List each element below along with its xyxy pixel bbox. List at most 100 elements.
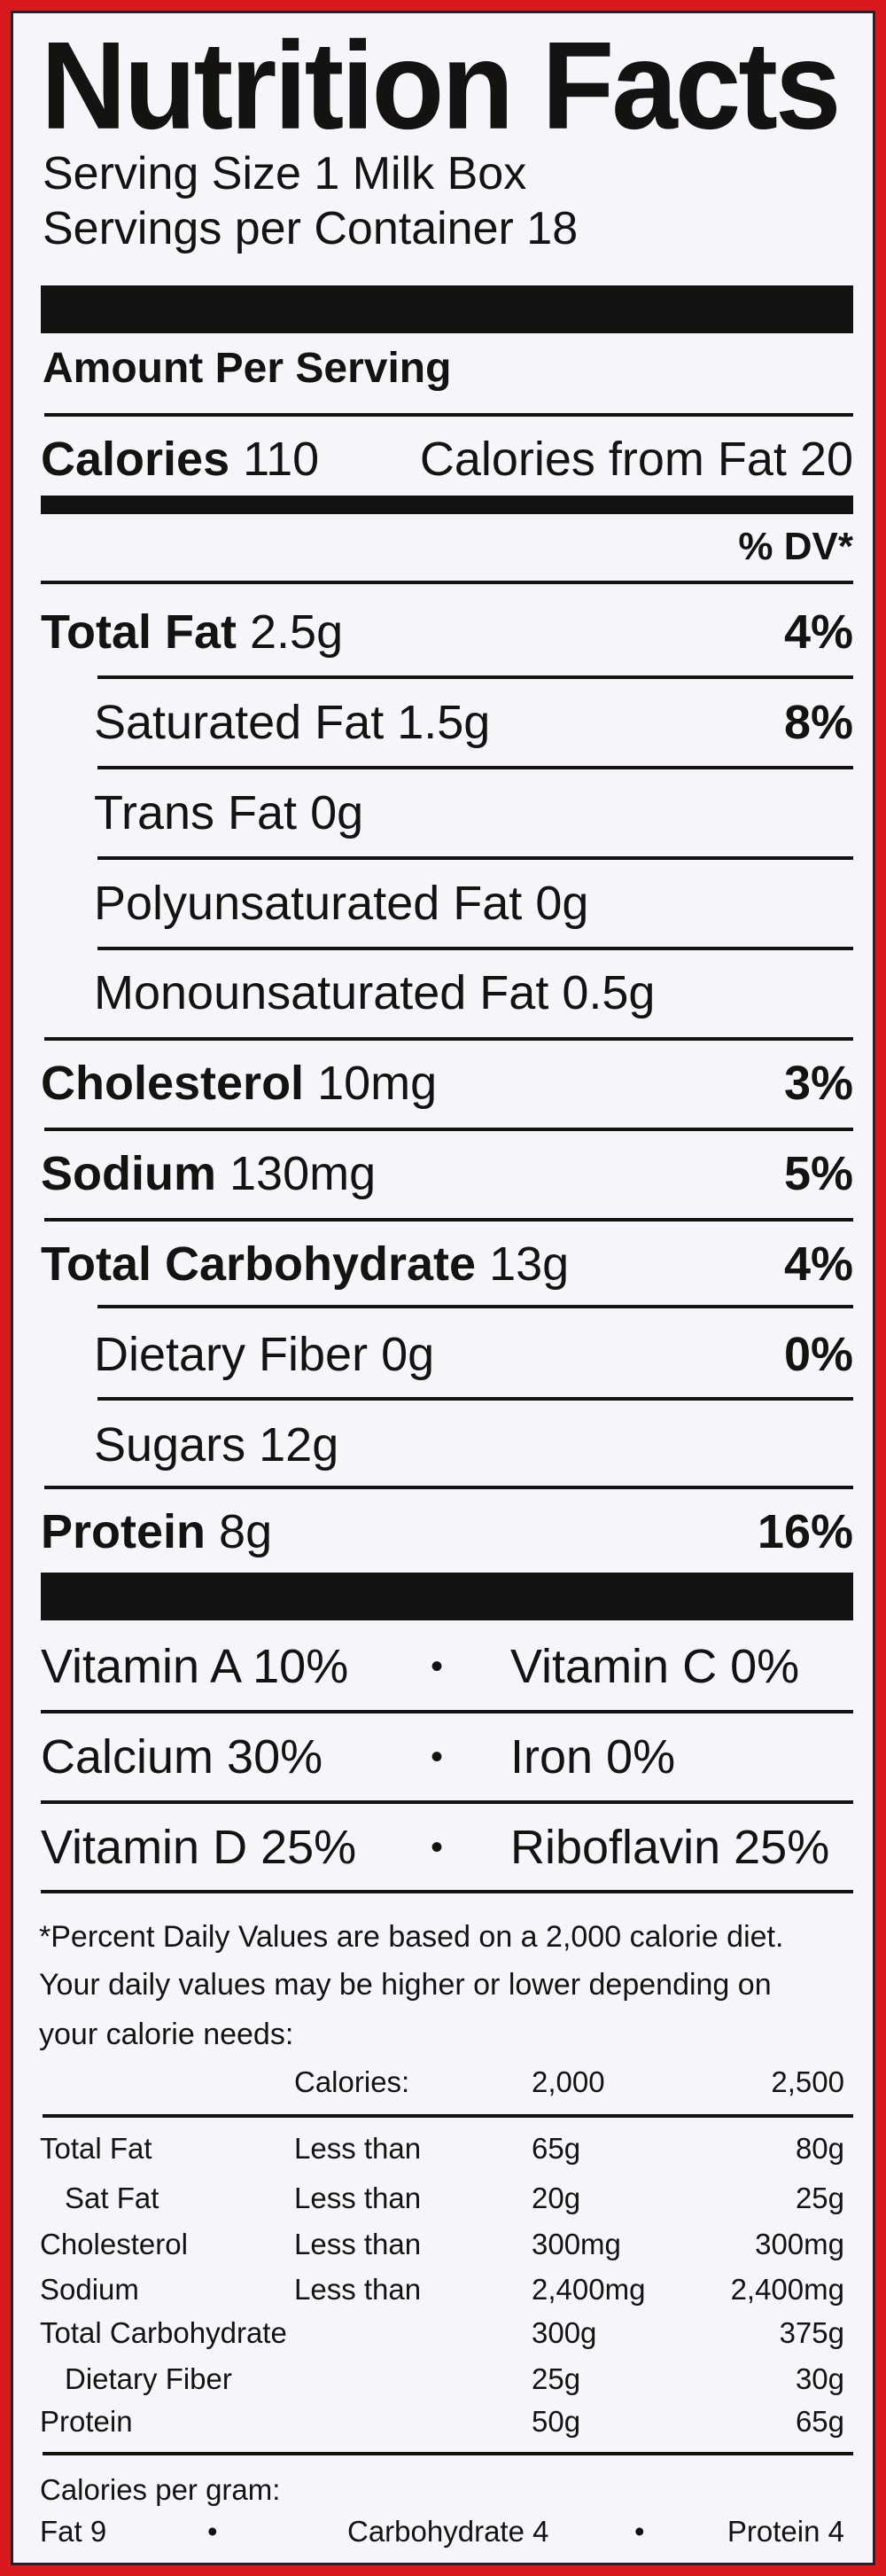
- divider: [44, 1037, 853, 1041]
- calories-per-gram-label: Calories per gram:: [40, 2473, 281, 2506]
- nutrient-row-protein: Protein 8g 16%: [41, 1505, 853, 1558]
- nutrient-row-sugars: Sugars 12g: [94, 1418, 853, 1471]
- nutrient-dv: 8%: [783, 696, 853, 749]
- vitamin-right: Riboflavin 25%: [510, 1821, 830, 1874]
- table-cell: Dietary Fiber: [65, 2362, 232, 2395]
- nutrient-amount: 10mg: [317, 1057, 438, 1110]
- calories-row: Calories 110 Calories from Fat 20: [41, 433, 853, 486]
- vitamin-row: Calcium 30% • Iron 0%: [41, 1730, 853, 1784]
- carbohydrate-per-gram: Carbohydrate 4: [347, 2515, 549, 2548]
- vitamin-left: Vitamin A 10%: [41, 1640, 349, 1693]
- table-header: Calories:: [294, 2065, 410, 2098]
- divider: [97, 766, 853, 769]
- nutrient-label: Total Fat: [41, 605, 237, 659]
- thick-divider: [41, 285, 853, 333]
- table-cell: 80g: [795, 2132, 844, 2165]
- nutrient-label: Protein: [41, 1505, 206, 1558]
- calories-value: 110: [243, 433, 320, 486]
- nutrient-label: Cholesterol: [41, 1057, 305, 1110]
- nutrient-dv: 4%: [783, 605, 853, 659]
- divider: [41, 1710, 853, 1713]
- nutrient-dv: 5%: [783, 1147, 853, 1200]
- nutrient-amount: 0.5g: [562, 966, 656, 1019]
- table-header: 2,500: [771, 2065, 844, 2098]
- table-cell: Sodium: [40, 2273, 139, 2306]
- nutrient-row-total-carbohydrate: Total Carbohydrate 13g 4%: [41, 1237, 853, 1291]
- nutrition-label-panel: [11, 11, 875, 2565]
- divider: [43, 2114, 853, 2118]
- table-cell: 300mg: [755, 2228, 844, 2260]
- nutrient-label: Total Carbohydrate: [41, 1237, 477, 1291]
- nutrient-amount: 1.5g: [397, 696, 491, 749]
- protein-per-gram: Protein 4: [727, 2515, 844, 2548]
- nutrient-amount: 0g: [381, 1328, 435, 1381]
- divider: [97, 675, 853, 679]
- table-cell: 300mg: [532, 2228, 621, 2260]
- vitamin-left: Vitamin D 25%: [41, 1821, 357, 1874]
- vitamin-row: Vitamin D 25% • Riboflavin 25%: [41, 1821, 853, 1874]
- divider: [97, 1305, 853, 1308]
- nutrient-label: Monounsaturated Fat: [94, 966, 549, 1019]
- nutrient-row-saturated-fat: Saturated Fat 1.5g 8%: [94, 696, 853, 749]
- vitamin-right: Iron 0%: [510, 1730, 676, 1784]
- divider: [41, 1890, 853, 1893]
- nutrient-label: Sodium: [41, 1147, 216, 1200]
- table-cell: 25g: [532, 2362, 581, 2395]
- nutrient-label: Sugars: [94, 1418, 246, 1471]
- nutrient-dv: 0%: [783, 1328, 853, 1381]
- table-cell: Total Carbohydrate: [40, 2316, 287, 2349]
- nutrient-amount: 2.5g: [250, 605, 344, 659]
- nutrient-label: Polyunsaturated Fat: [94, 877, 523, 930]
- fat-per-gram: Fat 9: [40, 2515, 107, 2548]
- divider: [97, 1397, 853, 1401]
- vitamin-left: Calcium 30%: [41, 1730, 323, 1784]
- vitamin-row: Vitamin A 10% • Vitamin C 0%: [41, 1640, 853, 1693]
- divider: [41, 1800, 853, 1804]
- nutrient-dv: 4%: [783, 1237, 853, 1291]
- nutrient-dv: 16%: [757, 1505, 853, 1558]
- divider: [43, 2452, 853, 2455]
- serving-size: Serving Size 1 Milk Box: [43, 148, 527, 199]
- table-cell: Less than: [294, 2273, 422, 2306]
- servings-per-container: Servings per Container 18: [43, 203, 579, 254]
- table-cell: 65g: [532, 2132, 581, 2165]
- dv-header: % DV*: [738, 525, 853, 568]
- nutrient-amount: 0g: [310, 786, 364, 839]
- table-cell: Sat Fat: [65, 2182, 159, 2214]
- footnote-line: your calorie needs:: [39, 2018, 294, 2051]
- nutrient-row-trans-fat: Trans Fat 0g: [94, 786, 853, 839]
- table-cell: Total Fat: [40, 2132, 152, 2165]
- footnote-line: Your daily values may be higher or lower…: [39, 1968, 772, 2002]
- table-cell: 30g: [795, 2362, 844, 2395]
- table-cell: Less than: [294, 2228, 422, 2260]
- bullet-icon: •: [634, 2515, 645, 2548]
- divider: [44, 1486, 853, 1489]
- table-cell: Protein: [40, 2405, 133, 2438]
- table-cell: 50g: [532, 2405, 581, 2438]
- divider: [97, 856, 853, 860]
- nutrient-row-total-fat: Total Fat 2.5g 4%: [41, 605, 853, 659]
- bullet-icon: •: [431, 1828, 444, 1867]
- table-cell: Less than: [294, 2132, 422, 2165]
- nutrient-label: Dietary Fiber: [94, 1328, 369, 1381]
- table-cell: 2,400mg: [532, 2273, 646, 2306]
- table-cell: 300g: [532, 2316, 597, 2349]
- nutrient-amount: 0g: [535, 877, 589, 930]
- table-cell: 65g: [795, 2405, 844, 2438]
- table-cell: 25g: [795, 2182, 844, 2214]
- footnote-line: *Percent Daily Values are based on a 2,0…: [39, 1920, 784, 1954]
- nutrient-row-dietary-fiber: Dietary Fiber 0g 0%: [94, 1328, 853, 1381]
- nutrient-amount: 130mg: [229, 1147, 377, 1200]
- divider: [44, 1218, 853, 1222]
- nutrient-dv: 3%: [783, 1057, 853, 1110]
- table-cell: 2,400mg: [730, 2273, 844, 2306]
- label-title: Nutrition Facts: [41, 16, 841, 156]
- divider: [44, 413, 853, 417]
- nutrient-row-cholesterol: Cholesterol 10mg 3%: [41, 1057, 853, 1110]
- divider: [41, 581, 853, 584]
- nutrient-row-sodium: Sodium 130mg 5%: [41, 1147, 853, 1200]
- nutrient-row-monounsaturated-fat: Monounsaturated Fat 0.5g: [94, 966, 853, 1019]
- table-cell: 20g: [532, 2182, 581, 2214]
- nutrient-amount: 13g: [489, 1237, 570, 1291]
- divider: [44, 1128, 853, 1131]
